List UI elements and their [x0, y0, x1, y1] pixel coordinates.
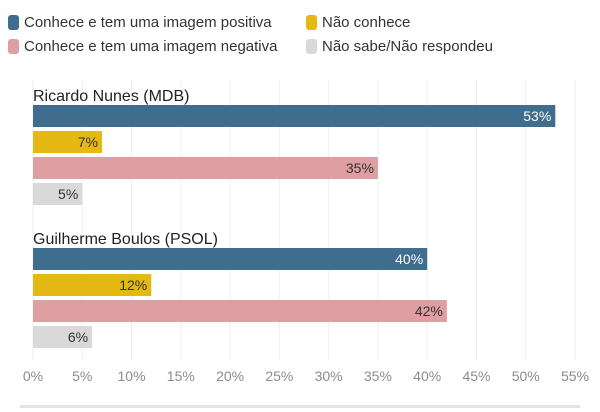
- bar: [33, 248, 428, 270]
- group-title: Guilherme Boulos (PSOL): [33, 231, 218, 248]
- bar-value-label: 6%: [68, 329, 88, 345]
- bar: [33, 105, 556, 127]
- legend-item-negative: Conhece e tem uma imagem negativa: [8, 38, 277, 55]
- x-tick-label: 35%: [364, 368, 392, 384]
- x-tick-label: 10%: [118, 368, 146, 384]
- legend-item-no-answer: Não sabe/Não respondeu: [306, 38, 493, 55]
- bar-value-label: 5%: [58, 186, 78, 202]
- x-tick-label: 25%: [265, 368, 293, 384]
- bar: [33, 300, 447, 322]
- x-tick-label: 20%: [216, 368, 244, 384]
- x-tick-label: 5%: [72, 368, 92, 384]
- legend-swatch-unknown: [306, 15, 317, 30]
- legend-label-negative: Conhece e tem uma imagem negativa: [24, 38, 278, 55]
- x-tick-label: 0%: [23, 368, 43, 384]
- legend-swatch-positive: [8, 15, 19, 30]
- x-tick-label: 30%: [315, 368, 343, 384]
- legend-swatch-negative: [8, 39, 19, 54]
- bar-value-label: 42%: [415, 303, 443, 319]
- x-tick-label: 40%: [413, 368, 441, 384]
- group-title: Ricardo Nunes (MDB): [33, 88, 189, 105]
- bar: [33, 157, 378, 179]
- x-tick-label: 55%: [561, 368, 589, 384]
- legend-item-positive: Conhece e tem uma imagem positiva: [8, 14, 272, 31]
- x-tick-label: 45%: [462, 368, 490, 384]
- bar-value-label: 12%: [119, 277, 147, 293]
- legend-label-positive: Conhece e tem uma imagem positiva: [24, 14, 272, 31]
- legend-swatch-no-answer: [306, 39, 317, 54]
- bar-value-label: 40%: [395, 251, 423, 267]
- x-tick-label: 50%: [512, 368, 540, 384]
- bar: [33, 131, 102, 153]
- bar: [33, 274, 152, 296]
- bar: [33, 326, 93, 348]
- bar-value-label: 35%: [346, 160, 374, 176]
- bar: [33, 183, 83, 205]
- footer-divider: [20, 405, 580, 408]
- bar-value-label: 53%: [523, 108, 551, 124]
- legend-item-unknown: Não conhece: [306, 14, 410, 31]
- x-tick-label: 15%: [167, 368, 195, 384]
- bar-value-label: 7%: [78, 134, 98, 150]
- legend-label-no-answer: Não sabe/Não respondeu: [322, 38, 493, 55]
- legend-label-unknown: Não conhece: [322, 14, 411, 31]
